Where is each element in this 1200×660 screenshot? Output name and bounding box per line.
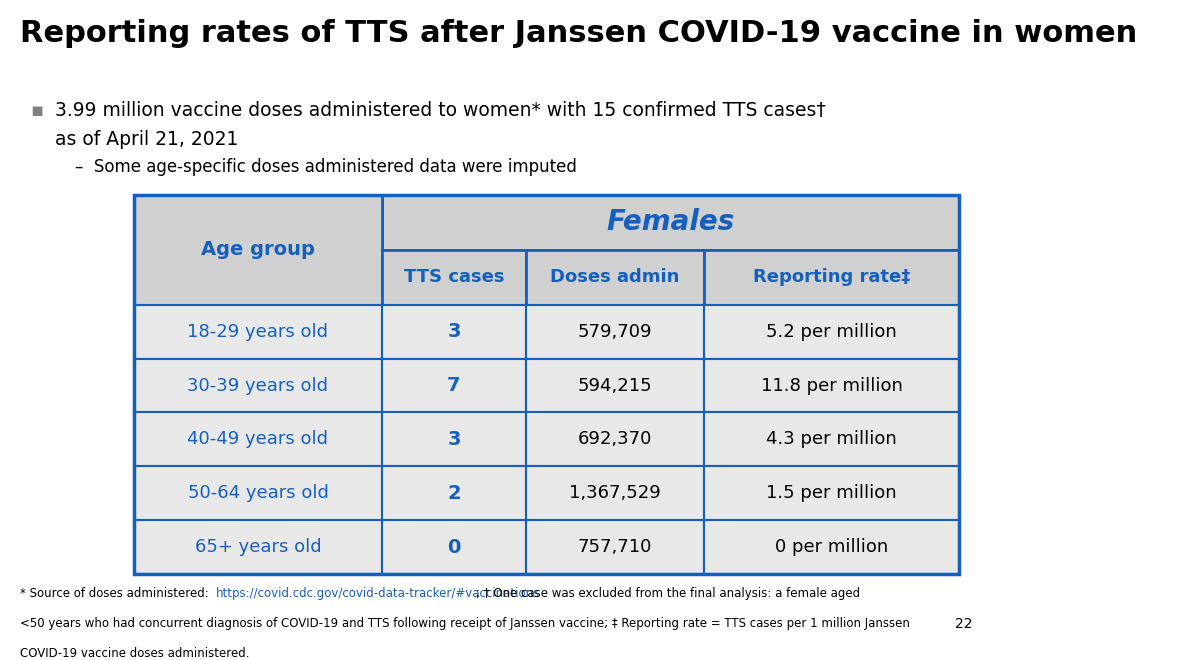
Text: COVID-19 vaccine doses administered.: COVID-19 vaccine doses administered. bbox=[20, 647, 250, 659]
Text: Females: Females bbox=[606, 208, 734, 236]
Text: 5.2 per million: 5.2 per million bbox=[766, 323, 896, 341]
FancyBboxPatch shape bbox=[526, 305, 703, 358]
FancyBboxPatch shape bbox=[134, 466, 382, 520]
FancyBboxPatch shape bbox=[703, 358, 959, 412]
FancyBboxPatch shape bbox=[703, 249, 959, 305]
Text: ▪: ▪ bbox=[30, 100, 43, 119]
Text: 594,215: 594,215 bbox=[577, 377, 652, 395]
Text: https://covid.cdc.gov/covid-data-tracker/#vaccinations: https://covid.cdc.gov/covid-data-tracker… bbox=[216, 587, 540, 600]
Text: 1.5 per million: 1.5 per million bbox=[766, 484, 896, 502]
FancyBboxPatch shape bbox=[526, 412, 703, 466]
FancyBboxPatch shape bbox=[382, 466, 526, 520]
FancyBboxPatch shape bbox=[382, 305, 526, 358]
Text: 4.3 per million: 4.3 per million bbox=[766, 430, 896, 448]
FancyBboxPatch shape bbox=[134, 358, 382, 412]
Text: Reporting rate‡: Reporting rate‡ bbox=[752, 268, 910, 286]
FancyBboxPatch shape bbox=[703, 520, 959, 574]
FancyBboxPatch shape bbox=[703, 466, 959, 520]
Text: 65+ years old: 65+ years old bbox=[194, 538, 322, 556]
Text: ; † One case was excluded from the final analysis: a female aged: ; † One case was excluded from the final… bbox=[476, 587, 860, 600]
FancyBboxPatch shape bbox=[382, 249, 526, 305]
FancyBboxPatch shape bbox=[382, 195, 959, 249]
FancyBboxPatch shape bbox=[134, 195, 382, 305]
Text: 0: 0 bbox=[448, 537, 461, 556]
Text: 3: 3 bbox=[448, 430, 461, 449]
Text: <50 years who had concurrent diagnosis of COVID-19 and TTS following receipt of : <50 years who had concurrent diagnosis o… bbox=[20, 616, 910, 630]
FancyBboxPatch shape bbox=[382, 520, 526, 574]
FancyBboxPatch shape bbox=[134, 412, 382, 466]
Text: 30-39 years old: 30-39 years old bbox=[187, 377, 329, 395]
FancyBboxPatch shape bbox=[526, 249, 703, 305]
Text: TTS cases: TTS cases bbox=[403, 268, 504, 286]
Text: 757,710: 757,710 bbox=[577, 538, 652, 556]
Text: 1,367,529: 1,367,529 bbox=[569, 484, 661, 502]
Text: Doses admin: Doses admin bbox=[550, 268, 679, 286]
Text: Reporting rates of TTS after Janssen COVID-19 vaccine in women: Reporting rates of TTS after Janssen COV… bbox=[20, 19, 1138, 48]
FancyBboxPatch shape bbox=[134, 520, 382, 574]
Text: 3.99 million vaccine doses administered to women* with 15 confirmed TTS cases†: 3.99 million vaccine doses administered … bbox=[55, 100, 826, 119]
FancyBboxPatch shape bbox=[134, 305, 382, 358]
Text: 2: 2 bbox=[448, 484, 461, 503]
Text: 40-49 years old: 40-49 years old bbox=[187, 430, 329, 448]
Text: 3: 3 bbox=[448, 322, 461, 341]
Text: * Source of doses administered:: * Source of doses administered: bbox=[20, 587, 212, 600]
Text: Age group: Age group bbox=[202, 240, 314, 259]
Text: 692,370: 692,370 bbox=[577, 430, 652, 448]
Text: 50-64 years old: 50-64 years old bbox=[187, 484, 329, 502]
FancyBboxPatch shape bbox=[382, 358, 526, 412]
Text: 7: 7 bbox=[448, 376, 461, 395]
Text: –  Some age-specific doses administered data were imputed: – Some age-specific doses administered d… bbox=[74, 158, 576, 176]
FancyBboxPatch shape bbox=[526, 358, 703, 412]
FancyBboxPatch shape bbox=[526, 520, 703, 574]
Text: 0 per million: 0 per million bbox=[775, 538, 888, 556]
FancyBboxPatch shape bbox=[382, 412, 526, 466]
Text: 18-29 years old: 18-29 years old bbox=[187, 323, 329, 341]
FancyBboxPatch shape bbox=[703, 412, 959, 466]
Text: as of April 21, 2021: as of April 21, 2021 bbox=[55, 130, 238, 148]
Text: 22: 22 bbox=[955, 616, 972, 631]
Text: 11.8 per million: 11.8 per million bbox=[761, 377, 902, 395]
Text: 579,709: 579,709 bbox=[577, 323, 652, 341]
FancyBboxPatch shape bbox=[526, 466, 703, 520]
FancyBboxPatch shape bbox=[703, 305, 959, 358]
